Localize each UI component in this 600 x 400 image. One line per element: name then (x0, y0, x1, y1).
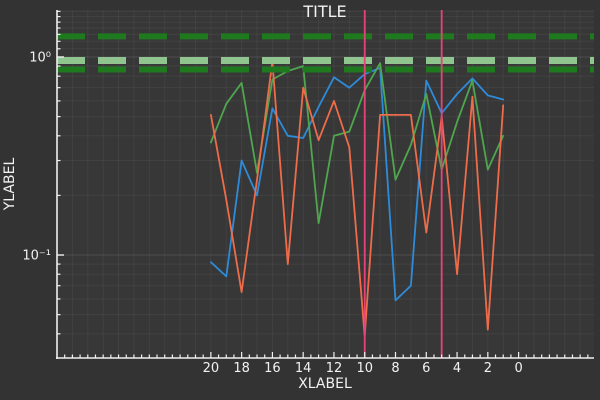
y-tick-label: 10⁰ (29, 50, 51, 65)
x-tick-label: 0 (514, 361, 522, 376)
x-tick-label: 2 (484, 361, 492, 376)
x-tick-label: 10 (356, 361, 373, 376)
chart-title: TITLE (302, 2, 346, 21)
x-tick-label: 8 (391, 361, 399, 376)
x-tick-label: 12 (326, 361, 343, 376)
x-tick-label: 16 (264, 361, 281, 376)
x-tick-label: 6 (422, 361, 430, 376)
x-tick-label: 14 (295, 361, 312, 376)
x-axis-label: XLABEL (298, 376, 352, 392)
x-tick-label: 4 (453, 361, 461, 376)
y-axis-label: YLABEL (2, 158, 18, 212)
series-orange-line (209, 60, 505, 337)
data-series (209, 60, 505, 337)
reference-lines (57, 10, 594, 358)
x-tick-label: 20 (203, 361, 220, 376)
series-blue-line (209, 67, 505, 302)
x-tick-label: 18 (233, 361, 250, 376)
y-tick-label: 10⁻¹ (22, 249, 51, 264)
